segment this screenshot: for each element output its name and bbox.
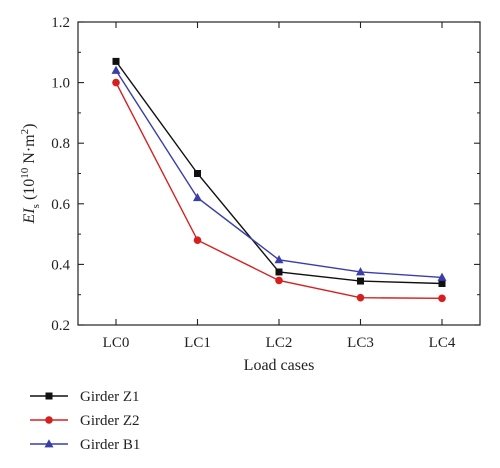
x-tick-label: LC4 bbox=[429, 335, 456, 351]
y-title-symbol: EI bbox=[21, 208, 38, 225]
x-tick-label: LC1 bbox=[184, 335, 211, 351]
legend-marker bbox=[45, 416, 53, 424]
series-1 bbox=[112, 78, 446, 303]
legend-label: Girder Z1 bbox=[80, 389, 140, 405]
y-tick-label: 1.2 bbox=[51, 15, 70, 31]
data-point bbox=[357, 277, 364, 285]
legend: Girder Z1 Girder Z2 Girder B1 bbox=[30, 389, 140, 453]
y-axis-title: EIs (1010 N·m2) bbox=[19, 124, 42, 225]
x-tick-label: LC0 bbox=[103, 335, 130, 351]
x-tick-label: LC3 bbox=[347, 335, 374, 351]
legend-marker bbox=[44, 439, 54, 448]
y-title-unit-sq: 2 bbox=[19, 129, 31, 135]
series-line bbox=[115, 82, 443, 300]
data-point bbox=[193, 192, 202, 202]
y-title-subscript: s bbox=[30, 204, 42, 208]
data-point bbox=[112, 78, 120, 87]
legend-label: Girder Z2 bbox=[80, 413, 140, 429]
legend-item: Girder Z2 bbox=[30, 413, 140, 429]
data-point bbox=[438, 279, 446, 287]
y-title-unit-close: ) bbox=[21, 124, 38, 129]
legend-item: Girder Z1 bbox=[30, 389, 140, 405]
data-point bbox=[275, 268, 283, 276]
data-point bbox=[274, 255, 284, 264]
data-point bbox=[112, 57, 120, 65]
ticks: 0.2 0.4 0.6 0.8 1.0 1.2 LC0 LC1 LC2 LC3 LC4 bbox=[51, 15, 480, 351]
y-title-unit: (10 bbox=[21, 179, 38, 204]
data-point bbox=[356, 293, 365, 302]
series-layer bbox=[111, 57, 447, 303]
data-point bbox=[194, 170, 201, 177]
legend-item: Girder B1 bbox=[30, 437, 140, 453]
data-point bbox=[193, 236, 202, 244]
y-tick-label: 1.0 bbox=[51, 76, 70, 92]
y-tick-label: 0.4 bbox=[51, 257, 70, 273]
series-line bbox=[115, 70, 443, 279]
data-point bbox=[356, 267, 365, 276]
data-point bbox=[437, 272, 447, 281]
series-0 bbox=[112, 57, 446, 287]
y-tick-label: 0.8 bbox=[51, 136, 70, 152]
data-point bbox=[275, 276, 283, 285]
data-point bbox=[438, 294, 446, 303]
y-tick-label: 0.2 bbox=[51, 318, 70, 334]
y-title-exponent: 10 bbox=[19, 167, 31, 179]
legend-label: Girder B1 bbox=[80, 437, 140, 453]
y-title-unit-mid: N·m bbox=[21, 134, 38, 168]
legend-marker bbox=[45, 392, 53, 400]
x-tick-label: LC2 bbox=[266, 335, 293, 351]
data-point bbox=[111, 65, 121, 74]
y-tick-label: 0.6 bbox=[51, 197, 70, 213]
x-axis-title: Load cases bbox=[244, 357, 315, 374]
series-2 bbox=[111, 65, 447, 281]
series-line bbox=[115, 60, 443, 285]
